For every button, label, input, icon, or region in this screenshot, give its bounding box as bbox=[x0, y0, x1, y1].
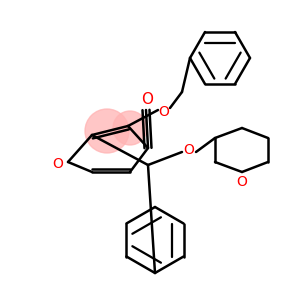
Text: O: O bbox=[141, 92, 153, 107]
Text: O: O bbox=[159, 105, 170, 119]
Circle shape bbox=[113, 111, 147, 145]
Text: O: O bbox=[237, 175, 248, 189]
Circle shape bbox=[85, 109, 129, 153]
Text: O: O bbox=[52, 157, 63, 171]
Text: O: O bbox=[184, 143, 194, 157]
